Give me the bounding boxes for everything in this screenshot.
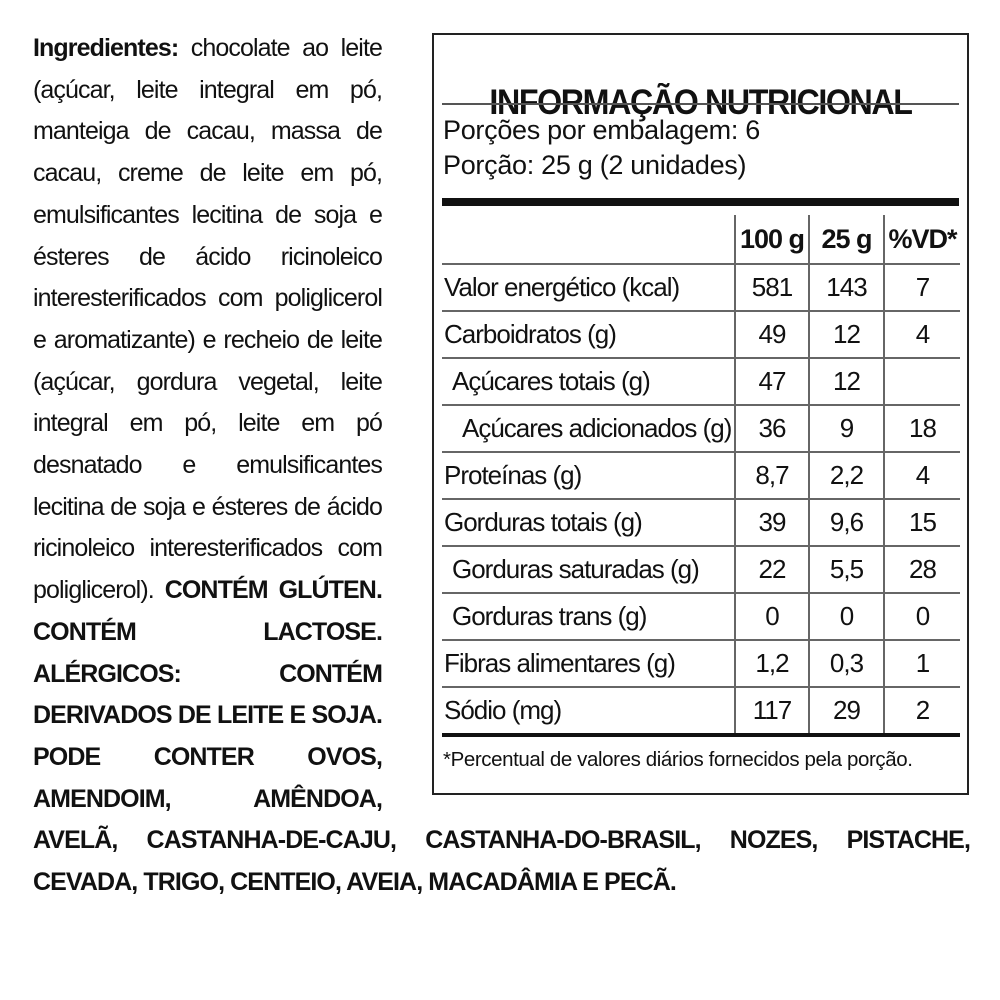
value-per100: 36 bbox=[734, 405, 809, 453]
nutrient-table: 100 g 25 g %VD* Valor energético (kcal) 5… bbox=[442, 215, 960, 737]
value-vd: 28 bbox=[883, 546, 960, 594]
header-per100: 100 g bbox=[734, 215, 809, 265]
servings-per-package: Porções por embalagem: 6 bbox=[443, 115, 760, 145]
nutrient-name: Proteínas (g) bbox=[442, 452, 735, 500]
value-per100: 1,2 bbox=[734, 640, 809, 688]
table-row: Valor energético (kcal) 581 143 7 bbox=[442, 264, 960, 312]
ingredients-section: Ingredientes: chocolate ao leite (açúcar… bbox=[33, 28, 971, 904]
value-per-serving: 12 bbox=[808, 358, 884, 406]
value-per-serving: 9,6 bbox=[808, 499, 884, 547]
nutrient-name: Sódio (mg) bbox=[442, 687, 735, 737]
value-per-serving: 12 bbox=[808, 311, 884, 359]
value-vd: 15 bbox=[883, 499, 960, 547]
nutrition-facts-table: INFORMAÇÃO NUTRICIONAL Porções por embal… bbox=[432, 33, 969, 795]
header-vd: %VD* bbox=[883, 215, 960, 265]
table-row: Carboidratos (g) 49 12 4 bbox=[442, 311, 960, 359]
table-row: Proteínas (g) 8,7 2,2 4 bbox=[442, 452, 960, 500]
value-vd: 2 bbox=[883, 687, 960, 737]
value-per-serving: 2,2 bbox=[808, 452, 884, 500]
value-per100: 8,7 bbox=[734, 452, 809, 500]
value-per-serving: 5,5 bbox=[808, 546, 884, 594]
value-vd: 1 bbox=[883, 640, 960, 688]
value-per100: 117 bbox=[734, 687, 809, 737]
table-row: Fibras alimentares (g) 1,2 0,3 1 bbox=[442, 640, 960, 688]
nutrition-title: INFORMAÇÃO NUTRICIONAL bbox=[489, 83, 913, 122]
value-per100: 49 bbox=[734, 311, 809, 359]
nutrient-name: Gorduras saturadas (g) bbox=[442, 546, 735, 594]
nutrient-name: Açúcares adicionados (g) bbox=[442, 405, 735, 453]
value-vd: 7 bbox=[883, 264, 960, 312]
value-per-serving: 143 bbox=[808, 264, 884, 312]
value-per100: 47 bbox=[734, 358, 809, 406]
value-vd: 0 bbox=[883, 593, 960, 641]
table-row: Gorduras saturadas (g) 22 5,5 28 bbox=[442, 546, 960, 594]
ingredients-text: Ingredientes: chocolate ao leite (açúcar… bbox=[33, 28, 971, 904]
value-vd: 4 bbox=[883, 311, 960, 359]
nutrient-name: Açúcares totais (g) bbox=[442, 358, 735, 406]
value-per100: 581 bbox=[734, 264, 809, 312]
value-per100: 39 bbox=[734, 499, 809, 547]
serving-size: Porção: 25 g (2 unidades) bbox=[443, 150, 747, 180]
header-per-serving: 25 g bbox=[808, 215, 884, 265]
value-vd: 18 bbox=[883, 405, 960, 453]
table-row: Gorduras totais (g) 39 9,6 15 bbox=[442, 499, 960, 547]
table-row: Açúcares totais (g) 47 12 bbox=[442, 358, 960, 406]
nutrient-name: Carboidratos (g) bbox=[442, 311, 735, 359]
table-row: Gorduras trans (g) 0 0 0 bbox=[442, 593, 960, 641]
nutrient-name: Fibras alimentares (g) bbox=[442, 640, 735, 688]
divider bbox=[442, 103, 959, 105]
nutrient-name: Gorduras totais (g) bbox=[442, 499, 735, 547]
table-row: Sódio (mg) 117 29 2 bbox=[442, 687, 960, 737]
value-per-serving: 0,3 bbox=[808, 640, 884, 688]
value-per-serving: 29 bbox=[808, 687, 884, 737]
value-per100: 22 bbox=[734, 546, 809, 594]
value-per-serving: 0 bbox=[808, 593, 884, 641]
value-per-serving: 9 bbox=[808, 405, 884, 453]
thick-divider bbox=[442, 198, 959, 206]
value-per100: 0 bbox=[734, 593, 809, 641]
header-nutrient bbox=[442, 215, 735, 265]
table-row: Açúcares adicionados (g) 36 9 18 bbox=[442, 405, 960, 453]
value-vd bbox=[883, 358, 960, 406]
footnote: *Percentual de valores diários fornecido… bbox=[443, 748, 913, 771]
nutrient-name: Valor energético (kcal) bbox=[442, 264, 735, 312]
allergen-warning: CONTÉM GLÚTEN. CONTÉM LACTOSE. ALÉRGICOS… bbox=[33, 576, 971, 897]
nutrient-name: Gorduras trans (g) bbox=[442, 593, 735, 641]
ingredients-list: chocolate ao leite (açúcar, leite integr… bbox=[33, 34, 383, 605]
value-vd: 4 bbox=[883, 452, 960, 500]
header-row: 100 g 25 g %VD* bbox=[442, 215, 960, 265]
ingredients-label: Ingredientes: bbox=[33, 34, 179, 62]
